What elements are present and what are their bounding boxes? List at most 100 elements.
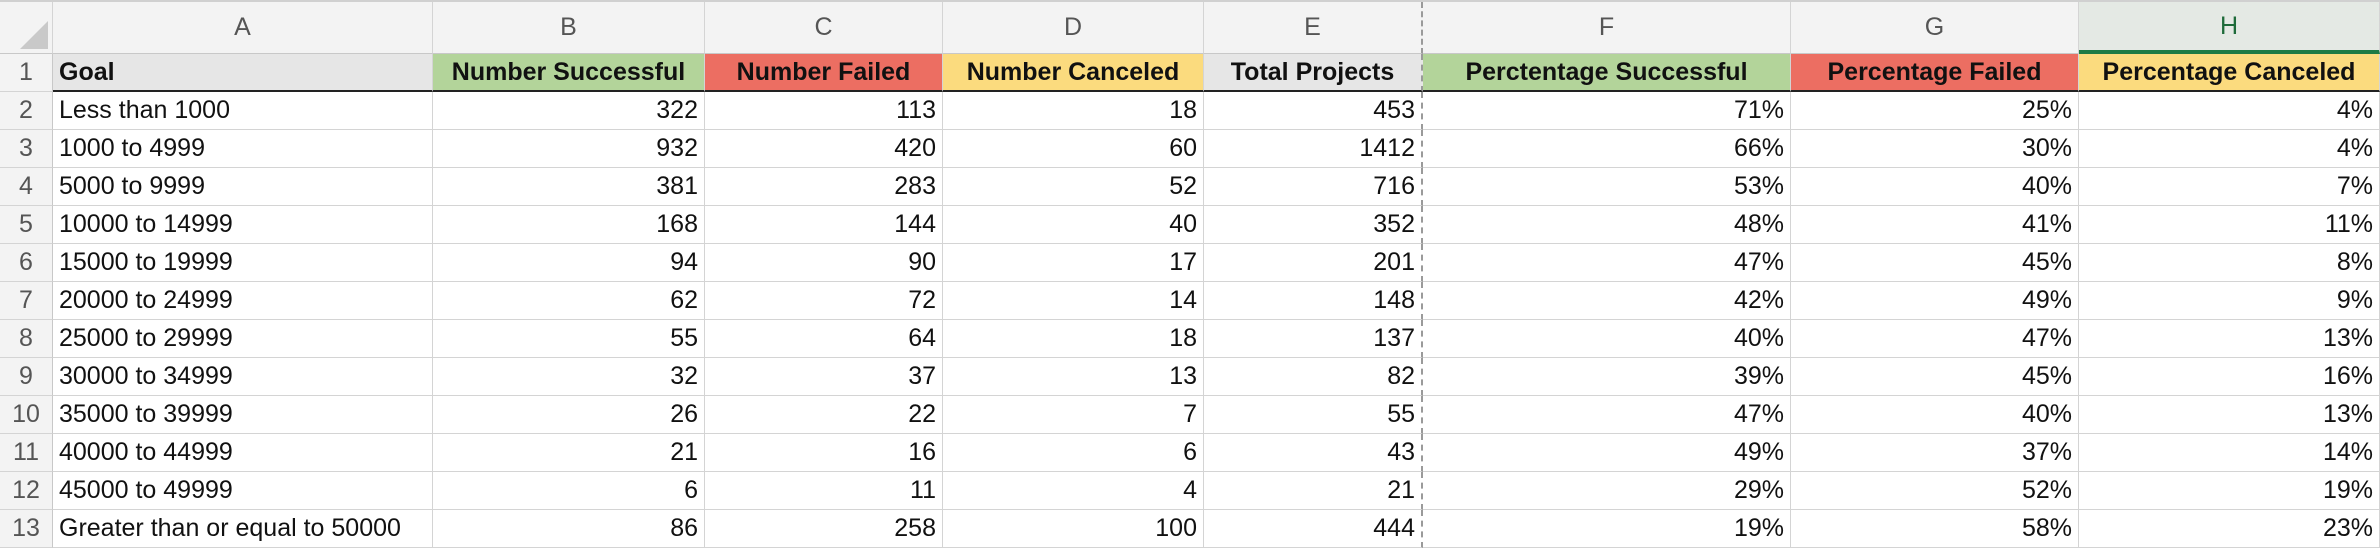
cell-g6[interactable]: 45% (1791, 244, 2079, 282)
cell-d7[interactable]: 14 (943, 282, 1204, 320)
header-cell-h[interactable]: Percentage Canceled (2079, 54, 2380, 92)
cell-e5[interactable]: 352 (1204, 206, 1423, 244)
cell-g2[interactable]: 25% (1791, 92, 2079, 130)
cell-f8[interactable]: 40% (1423, 320, 1791, 358)
cell-h9[interactable]: 16% (2079, 358, 2380, 396)
cell-d11[interactable]: 6 (943, 434, 1204, 472)
cell-d2[interactable]: 18 (943, 92, 1204, 130)
cell-b3[interactable]: 932 (433, 130, 705, 168)
cell-b12[interactable]: 6 (433, 472, 705, 510)
cell-f9[interactable]: 39% (1423, 358, 1791, 396)
cell-b9[interactable]: 32 (433, 358, 705, 396)
cell-d12[interactable]: 4 (943, 472, 1204, 510)
cell-h4[interactable]: 7% (2079, 168, 2380, 206)
cell-f6[interactable]: 47% (1423, 244, 1791, 282)
cell-e2[interactable]: 453 (1204, 92, 1423, 130)
cell-d13[interactable]: 100 (943, 510, 1204, 548)
cell-a8[interactable]: 25000 to 29999 (53, 320, 433, 358)
cell-f10[interactable]: 47% (1423, 396, 1791, 434)
cell-a4[interactable]: 5000 to 9999 (53, 168, 433, 206)
cell-e9[interactable]: 82 (1204, 358, 1423, 396)
cell-c3[interactable]: 420 (705, 130, 943, 168)
cell-g7[interactable]: 49% (1791, 282, 2079, 320)
row-header-9[interactable]: 9 (0, 358, 53, 396)
cell-c8[interactable]: 64 (705, 320, 943, 358)
cell-d6[interactable]: 17 (943, 244, 1204, 282)
cell-h3[interactable]: 4% (2079, 130, 2380, 168)
cell-h8[interactable]: 13% (2079, 320, 2380, 358)
cell-d5[interactable]: 40 (943, 206, 1204, 244)
header-cell-a[interactable]: Goal (53, 54, 433, 92)
header-cell-g[interactable]: Percentage Failed (1791, 54, 2079, 92)
cell-g9[interactable]: 45% (1791, 358, 2079, 396)
cell-g12[interactable]: 52% (1791, 472, 2079, 510)
cell-c11[interactable]: 16 (705, 434, 943, 472)
cell-d3[interactable]: 60 (943, 130, 1204, 168)
cell-d4[interactable]: 52 (943, 168, 1204, 206)
cell-c10[interactable]: 22 (705, 396, 943, 434)
row-header-2[interactable]: 2 (0, 92, 53, 130)
cell-e13[interactable]: 444 (1204, 510, 1423, 548)
cell-h7[interactable]: 9% (2079, 282, 2380, 320)
cell-f5[interactable]: 48% (1423, 206, 1791, 244)
cell-h5[interactable]: 11% (2079, 206, 2380, 244)
cell-h11[interactable]: 14% (2079, 434, 2380, 472)
cell-a5[interactable]: 10000 to 14999 (53, 206, 433, 244)
cell-d8[interactable]: 18 (943, 320, 1204, 358)
header-cell-e[interactable]: Total Projects (1204, 54, 1423, 92)
row-header-6[interactable]: 6 (0, 244, 53, 282)
select-all-corner[interactable] (0, 2, 53, 54)
cell-h12[interactable]: 19% (2079, 472, 2380, 510)
cell-a9[interactable]: 30000 to 34999 (53, 358, 433, 396)
cell-g3[interactable]: 30% (1791, 130, 2079, 168)
cell-f4[interactable]: 53% (1423, 168, 1791, 206)
column-header-e[interactable]: E (1204, 2, 1423, 54)
cell-g4[interactable]: 40% (1791, 168, 2079, 206)
cell-g11[interactable]: 37% (1791, 434, 2079, 472)
cell-f7[interactable]: 42% (1423, 282, 1791, 320)
column-header-g[interactable]: G (1791, 2, 2079, 54)
cell-g8[interactable]: 47% (1791, 320, 2079, 358)
cell-f11[interactable]: 49% (1423, 434, 1791, 472)
row-header-10[interactable]: 10 (0, 396, 53, 434)
cell-h2[interactable]: 4% (2079, 92, 2380, 130)
cell-e7[interactable]: 148 (1204, 282, 1423, 320)
cell-f13[interactable]: 19% (1423, 510, 1791, 548)
cell-g5[interactable]: 41% (1791, 206, 2079, 244)
cell-a7[interactable]: 20000 to 24999 (53, 282, 433, 320)
cell-b5[interactable]: 168 (433, 206, 705, 244)
cell-c5[interactable]: 144 (705, 206, 943, 244)
cell-e11[interactable]: 43 (1204, 434, 1423, 472)
cell-e3[interactable]: 1412 (1204, 130, 1423, 168)
cell-b4[interactable]: 381 (433, 168, 705, 206)
header-cell-c[interactable]: Number Failed (705, 54, 943, 92)
cell-g10[interactable]: 40% (1791, 396, 2079, 434)
cell-b8[interactable]: 55 (433, 320, 705, 358)
column-header-a[interactable]: A (53, 2, 433, 54)
row-header-12[interactable]: 12 (0, 472, 53, 510)
cell-e4[interactable]: 716 (1204, 168, 1423, 206)
cell-b13[interactable]: 86 (433, 510, 705, 548)
header-cell-b[interactable]: Number Successful (433, 54, 705, 92)
cell-f12[interactable]: 29% (1423, 472, 1791, 510)
header-cell-f[interactable]: Perctentage Successful (1423, 54, 1791, 92)
cell-c12[interactable]: 11 (705, 472, 943, 510)
cell-a11[interactable]: 40000 to 44999 (53, 434, 433, 472)
cell-b11[interactable]: 21 (433, 434, 705, 472)
cell-d10[interactable]: 7 (943, 396, 1204, 434)
column-header-b[interactable]: B (433, 2, 705, 54)
cell-f3[interactable]: 66% (1423, 130, 1791, 168)
column-header-d[interactable]: D (943, 2, 1204, 54)
cell-b6[interactable]: 94 (433, 244, 705, 282)
cell-c4[interactable]: 283 (705, 168, 943, 206)
cell-f2[interactable]: 71% (1423, 92, 1791, 130)
cell-b7[interactable]: 62 (433, 282, 705, 320)
cell-e10[interactable]: 55 (1204, 396, 1423, 434)
cell-h10[interactable]: 13% (2079, 396, 2380, 434)
row-header-1[interactable]: 1 (0, 54, 53, 92)
row-header-13[interactable]: 13 (0, 510, 53, 548)
cell-a2[interactable]: Less than 1000 (53, 92, 433, 130)
column-header-c[interactable]: C (705, 2, 943, 54)
row-header-8[interactable]: 8 (0, 320, 53, 358)
row-header-3[interactable]: 3 (0, 130, 53, 168)
